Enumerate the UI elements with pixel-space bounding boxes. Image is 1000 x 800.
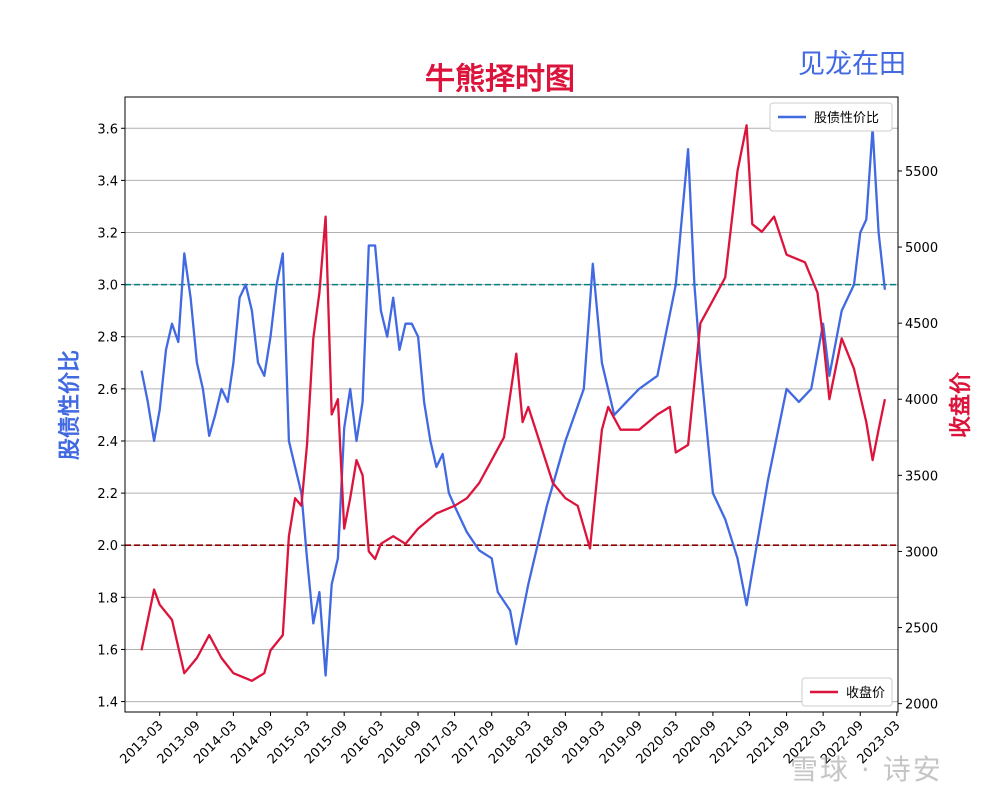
left-tick-label: 2.0 — [97, 539, 118, 554]
left-tick-label: 2.8 — [97, 331, 118, 346]
chart-title: 牛熊择时图 — [425, 62, 575, 97]
plot-frame — [124, 96, 899, 713]
legend: 股债性价比 — [769, 102, 893, 132]
left-tick-label: 3.4 — [97, 174, 118, 189]
legend-box — [769, 102, 893, 132]
legend-box — [801, 677, 893, 707]
right-tick-label: 5000 — [905, 241, 938, 256]
left-tick-label: 3.2 — [97, 227, 118, 242]
right-tick-label: 4500 — [905, 317, 938, 332]
right-tick-label: 3500 — [905, 469, 938, 484]
series-line-left — [140, 127, 887, 677]
right-tick-label: 3000 — [905, 545, 938, 560]
right-tick-label: 5500 — [905, 165, 938, 180]
right-tick-label: 2500 — [905, 622, 938, 637]
left-axis-label: 股债性价比 — [58, 350, 83, 460]
legend-label: 股债性价比 — [814, 111, 879, 126]
legend: 收盘价 — [801, 677, 893, 707]
left-tick-label: 3.0 — [97, 279, 118, 294]
left-tick-label: 2.6 — [97, 383, 118, 398]
right-tick-label: 2000 — [905, 698, 938, 713]
chart-subtitle: 见龙在田 — [798, 49, 906, 80]
legend-label: 收盘价 — [846, 685, 885, 701]
series-line-right — [140, 124, 887, 682]
left-tick-label: 1.6 — [97, 643, 118, 658]
left-tick-label: 1.4 — [97, 696, 118, 711]
right-axis-label: 收盘价 — [948, 371, 974, 438]
right-tick-label: 4000 — [905, 393, 938, 408]
watermark: 雪球 · 诗安 — [790, 753, 943, 786]
left-tick-label: 2.2 — [97, 487, 118, 502]
left-tick-label: 1.8 — [97, 591, 118, 606]
left-tick-label: 3.6 — [97, 122, 118, 137]
left-tick-label: 2.4 — [97, 435, 118, 450]
